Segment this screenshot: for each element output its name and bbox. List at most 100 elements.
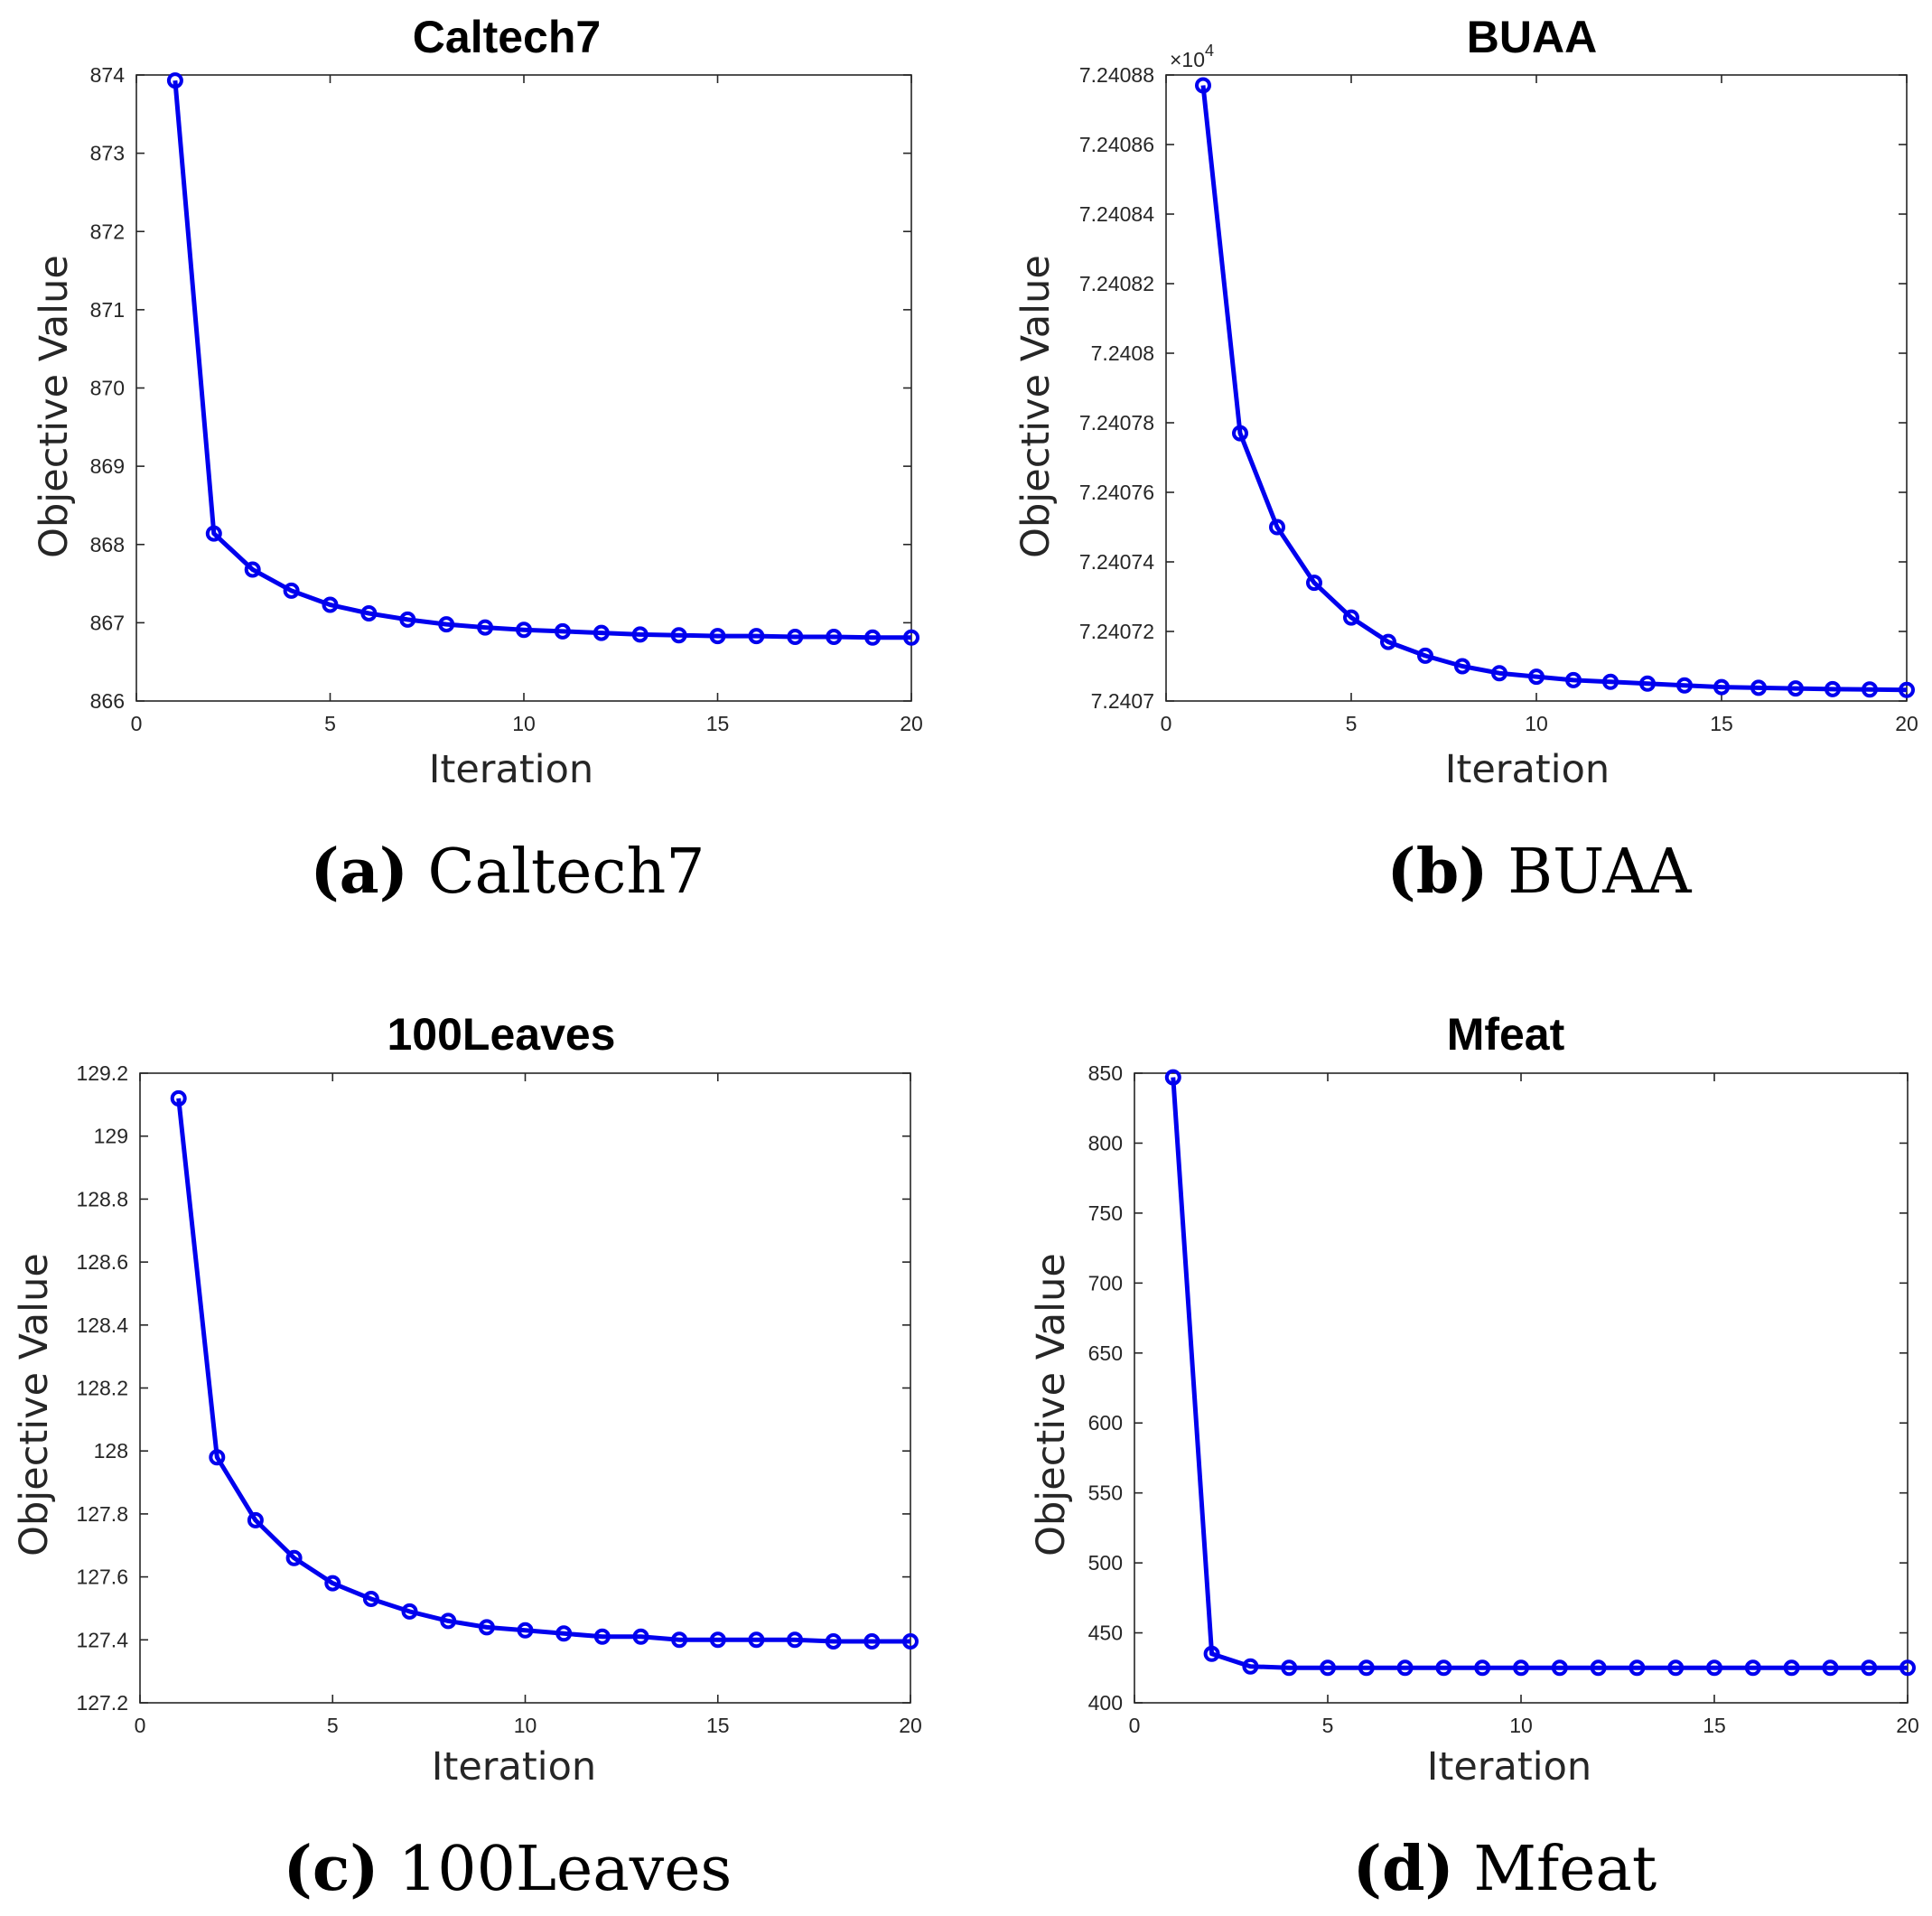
data-point: [825, 1633, 842, 1650]
y-tick-label: 7.24086: [1079, 133, 1154, 156]
y-tick-label: 800: [1088, 1131, 1123, 1154]
data-point: [1825, 680, 1841, 697]
data-point: [863, 1633, 881, 1650]
y-tick-label: 128: [94, 1439, 128, 1463]
data-point: [1242, 1658, 1259, 1675]
caption-gap: [1488, 836, 1507, 908]
axis-ticks: 0 5 10 15 20 866 867 868 869 870 871 872 873 874: [90, 63, 923, 735]
data-point: [477, 619, 494, 636]
y-tick-label: 869: [90, 454, 125, 478]
data-point: [1358, 1659, 1375, 1677]
data-point: [709, 628, 726, 645]
y-tick-label: 650: [1088, 1341, 1123, 1365]
plot-area: [1165, 74, 1908, 702]
caption-letter: (c): [284, 1833, 379, 1905]
y-tick-label: 128.6: [76, 1250, 128, 1274]
data-marks: [1164, 1069, 1916, 1677]
data-point: [401, 1603, 418, 1620]
x-tick-label: 10: [512, 712, 536, 735]
y-tick-label: 7.24082: [1079, 272, 1154, 295]
data-point: [209, 1449, 226, 1466]
data-point: [826, 629, 843, 645]
y-tick-label: 550: [1088, 1481, 1123, 1505]
y-tick-label: 7.2408: [1091, 341, 1154, 365]
data-point: [205, 525, 222, 542]
data-point: [1281, 1659, 1298, 1677]
data-point: [1195, 77, 1211, 94]
plot-area: [1134, 1072, 1909, 1704]
y-tick-label: 500: [1088, 1551, 1123, 1575]
panel-caption: (b) BUAA: [1387, 836, 1693, 908]
x-tick-label: 20: [1895, 712, 1918, 735]
data-point: [1380, 633, 1396, 650]
data-point: [1590, 1659, 1607, 1677]
y-tick-label: 129: [94, 1125, 128, 1148]
y-tick-label: 400: [1088, 1691, 1123, 1715]
x-tick-label: 15: [1710, 712, 1733, 735]
data-point: [478, 1619, 495, 1636]
data-point: [1474, 1659, 1491, 1677]
panel-caption: (d) Mfeat: [1353, 1833, 1657, 1905]
x-tick-label: 20: [899, 1714, 922, 1737]
data-point: [1565, 671, 1582, 688]
y-tick-label: 127.2: [76, 1691, 128, 1715]
data-point: [360, 605, 378, 622]
plot-area: [139, 1072, 911, 1704]
data-point: [1513, 1659, 1529, 1677]
y-tick-label: 450: [1088, 1622, 1123, 1645]
data-point: [244, 561, 261, 578]
x-tick-label: 15: [1703, 1714, 1726, 1737]
caption-text: Mfeat: [1473, 1834, 1657, 1905]
data-point: [1750, 679, 1767, 696]
y-tick-label: 868: [90, 533, 125, 556]
caption-text: BUAA: [1507, 836, 1692, 908]
data-point: [438, 616, 455, 633]
y-axis-label: Objective Value: [32, 255, 77, 558]
x-axis-label: Iteration: [1445, 747, 1610, 792]
x-tick-label: 10: [514, 1714, 537, 1737]
data-point: [1306, 575, 1322, 592]
data-point: [903, 629, 919, 646]
data-point: [399, 611, 416, 628]
data-point: [1396, 1659, 1414, 1677]
y-tick-label: 7.24078: [1079, 411, 1154, 435]
y-tick-label: 127.4: [76, 1628, 128, 1651]
data-point: [671, 1631, 688, 1649]
x-tick-label: 15: [706, 1714, 730, 1737]
x-tick-label: 10: [1509, 1714, 1533, 1737]
data-point: [1862, 681, 1878, 698]
axis-ticks: 0 5 10 15 20 127.2 127.4 127.6 127.8 128 128.2 128.…: [76, 1061, 921, 1737]
caption-text: 100Leaves: [398, 1834, 732, 1905]
y-tick-label: 127.6: [76, 1566, 128, 1589]
data-point: [1787, 680, 1804, 697]
data-point: [285, 1549, 303, 1566]
data-marks: [170, 1089, 919, 1650]
y-tick-label: 870: [90, 377, 125, 400]
data-point: [787, 1631, 803, 1649]
x-tick-label: 0: [135, 1714, 146, 1737]
data-point: [283, 582, 300, 599]
y-exponent-label: ×104: [1170, 42, 1214, 71]
data-point: [166, 72, 183, 89]
data-point: [324, 1575, 341, 1592]
data-point: [748, 628, 765, 645]
data-marks: [166, 72, 919, 646]
x-tick-label: 0: [1129, 1714, 1141, 1737]
data-point: [1602, 673, 1619, 690]
x-tick-label: 20: [1896, 1714, 1919, 1737]
data-point: [555, 1625, 573, 1642]
x-tick-label: 5: [327, 1714, 339, 1737]
y-tick-label: 128.4: [76, 1313, 128, 1337]
y-tick-label: 873: [90, 142, 125, 165]
y-tick-label: 750: [1088, 1201, 1123, 1225]
y-axis-label: Objective Value: [12, 1253, 57, 1556]
data-point: [517, 1622, 534, 1639]
data-point: [170, 1089, 187, 1107]
data-point: [1269, 519, 1285, 536]
data-point: [1343, 609, 1359, 626]
data-point: [1203, 1645, 1220, 1662]
data-point: [1629, 1659, 1646, 1677]
x-tick-label: 5: [324, 712, 336, 735]
axis-ticks: 0 5 10 15 20 7.2407 7.24072 7.24074 7.24076 7.240…: [1079, 63, 1918, 735]
